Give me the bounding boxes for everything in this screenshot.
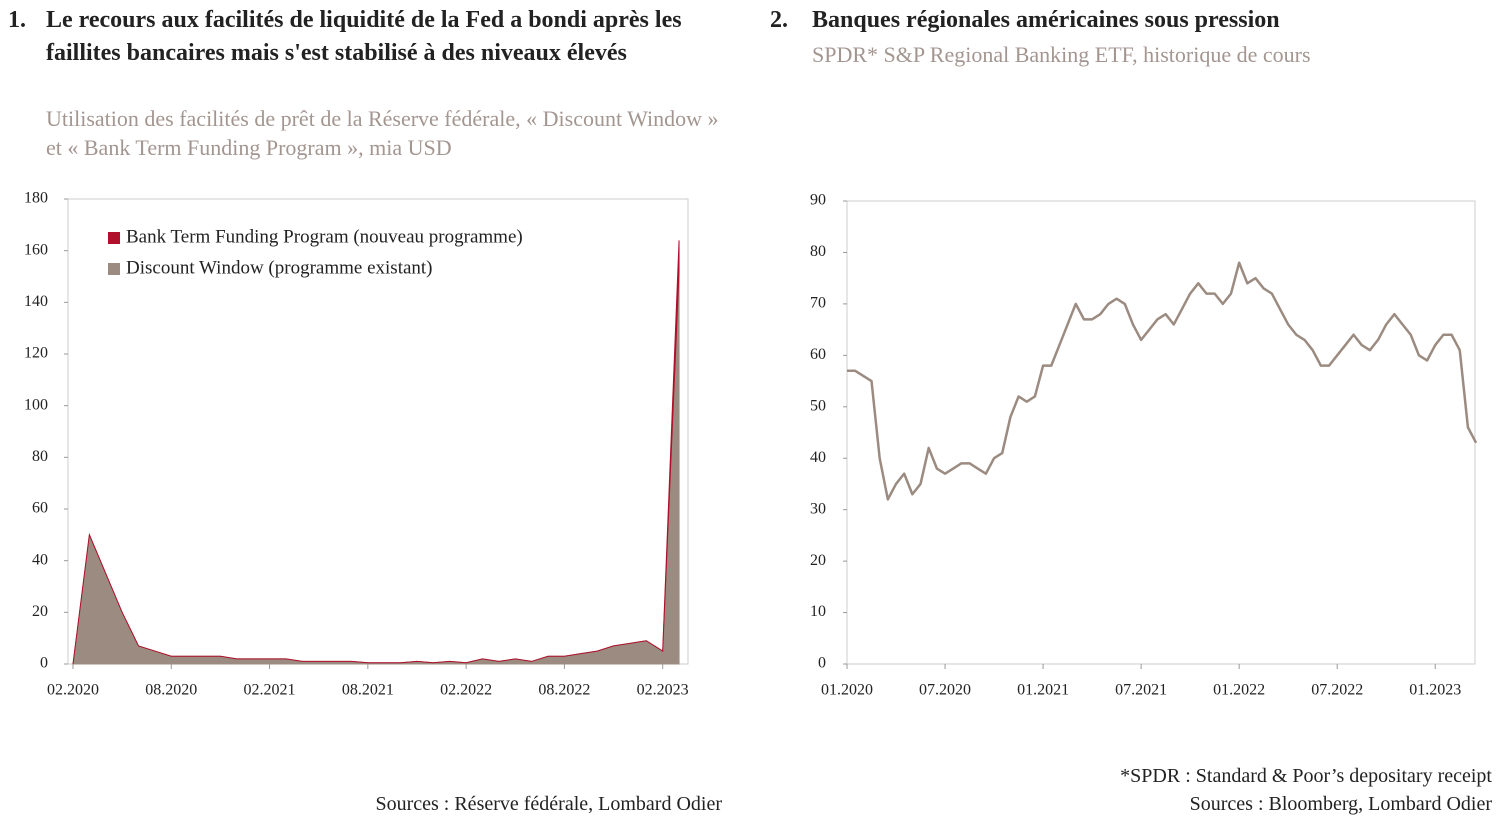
- x-tick-label: 02.2020: [47, 682, 99, 699]
- y-tick-label: 180: [24, 190, 48, 207]
- legend-label: Bank Term Funding Program (nouveau progr…: [126, 226, 523, 247]
- area: [72, 271, 680, 665]
- y-tick-label: 50: [810, 397, 826, 414]
- line: [847, 261, 1478, 501]
- y-tick-label: 30: [810, 500, 826, 517]
- y-tick-label: 0: [818, 655, 826, 672]
- chart-subtitle: Utilisation des facilités de prêt de la …: [46, 106, 719, 160]
- y-tick-label: 90: [810, 192, 826, 209]
- x-tick-label: 01.2023: [1409, 682, 1461, 699]
- y-tick-label: 140: [24, 293, 48, 310]
- y-tick-label: 10: [810, 603, 826, 620]
- y-tick-label: 80: [810, 243, 826, 260]
- area: [72, 240, 680, 665]
- chart-title: Banques régionales américaines sous pres…: [812, 7, 1280, 33]
- y-tick-label: 60: [810, 346, 826, 363]
- y-tick-label: 20: [32, 603, 48, 620]
- y-tick-label: 120: [24, 345, 48, 362]
- x-tick-label: 07.2020: [919, 682, 971, 699]
- chart-number: 2.: [770, 7, 788, 33]
- y-tick-label: 70: [810, 295, 826, 312]
- y-tick-label: 80: [32, 448, 48, 465]
- x-tick-label: 08.2021: [342, 682, 394, 699]
- source: Sources : Réserve fédérale, Lombard Odie…: [375, 793, 722, 815]
- x-tick-label: 07.2022: [1311, 682, 1363, 699]
- x-tick-label: 01.2021: [1017, 682, 1069, 699]
- x-tick-label: 01.2022: [1213, 682, 1265, 699]
- chart-number: 1.: [8, 7, 26, 33]
- x-tick-label: 02.2022: [440, 682, 492, 699]
- x-tick-label: 07.2021: [1115, 682, 1167, 699]
- chart-title: Le recours aux facilités de liquidité de…: [46, 7, 682, 66]
- chart-subtitle: SPDR* S&P Regional Banking ETF, historiq…: [812, 42, 1311, 67]
- y-tick-label: 100: [24, 396, 48, 413]
- source: Sources : Bloomberg, Lombard Odier: [1189, 793, 1492, 815]
- y-tick-label: 0: [40, 655, 48, 672]
- y-tick-label: 60: [32, 500, 48, 517]
- y-tick-label: 40: [810, 449, 826, 466]
- y-tick-label: 20: [810, 552, 826, 569]
- x-tick-label: 08.2022: [538, 682, 590, 699]
- legend-label: Discount Window (programme existant): [126, 257, 433, 278]
- legend-swatch: [108, 232, 120, 244]
- x-tick-label: 02.2021: [244, 682, 296, 699]
- footnote: *SPDR : Standard & Poor’s depositary rec…: [1120, 765, 1492, 787]
- plot-frame: [846, 200, 1476, 665]
- x-tick-label: 08.2020: [145, 682, 197, 699]
- x-tick-label: 01.2020: [821, 682, 873, 699]
- x-tick-label: 02.2023: [637, 682, 689, 699]
- y-tick-label: 40: [32, 551, 48, 568]
- legend-swatch: [108, 263, 120, 275]
- y-tick-label: 160: [24, 241, 48, 258]
